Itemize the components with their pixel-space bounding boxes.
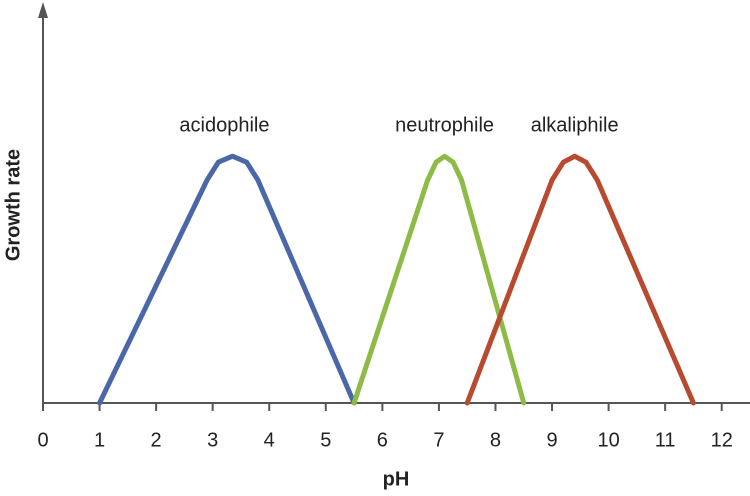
x-tick-label: 10: [597, 429, 619, 451]
x-tick-label: 12: [711, 429, 733, 451]
y-axis-arrow: [38, 2, 48, 18]
x-tick-label: 11: [655, 429, 676, 451]
x-tick-label: 6: [377, 429, 388, 451]
x-tick-label: 8: [490, 429, 501, 451]
x-tick-label: 5: [320, 429, 331, 451]
curve-label: acidophile: [179, 115, 269, 137]
curve-label: neutrophile: [395, 115, 494, 137]
x-tick-label: 7: [433, 429, 444, 451]
x-tick-label: 2: [151, 429, 162, 451]
x-axis-title: pH: [383, 468, 410, 490]
growth-curve: [97, 153, 357, 406]
x-tick-label: 9: [546, 429, 557, 451]
x-tick-label: 4: [264, 429, 275, 451]
growth-curve: [351, 153, 527, 406]
x-tick-label: 3: [207, 429, 218, 451]
growth-curve: [464, 153, 696, 406]
x-tick-label: 0: [37, 429, 48, 451]
x-tick-label: 1: [94, 429, 105, 451]
curve-label: alkaliphile: [531, 115, 619, 137]
y-axis-title: Growth rate: [2, 149, 24, 261]
